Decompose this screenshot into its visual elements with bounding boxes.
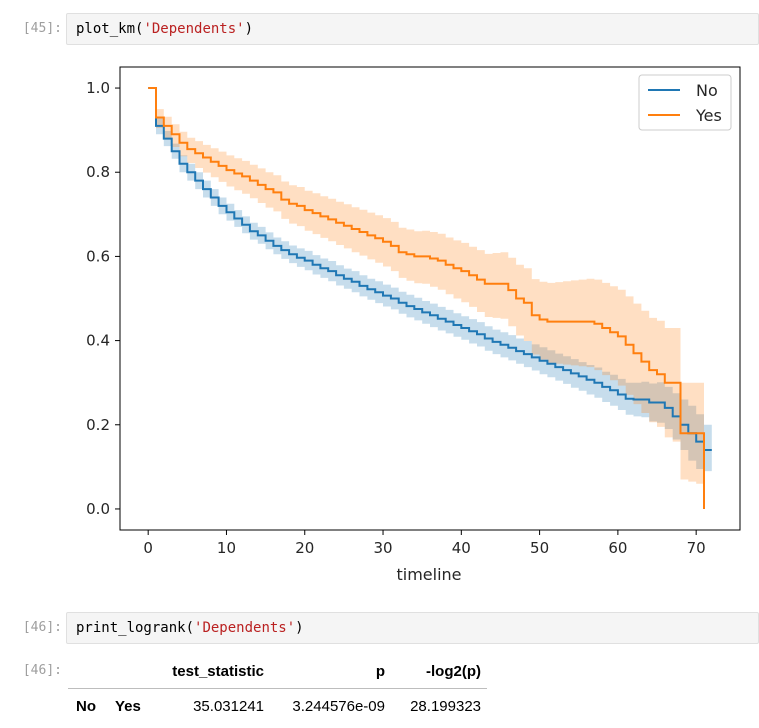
ci-band-yes bbox=[148, 88, 704, 509]
plot-frame bbox=[119, 66, 741, 531]
code-string-arg: 'Dependents' bbox=[194, 620, 296, 636]
x-tick-label: 40 bbox=[452, 539, 471, 557]
table-header-row: test_statistic p -log2(p) bbox=[68, 654, 487, 689]
x-tick-label: 20 bbox=[295, 539, 314, 557]
code-cell-46[interactable]: print_logrank('Dependents') bbox=[66, 612, 759, 644]
code-func: print_logrank bbox=[76, 620, 186, 636]
survival-line-no bbox=[148, 87, 712, 451]
cell-45-prompt: [45]: bbox=[22, 21, 62, 36]
legend-label-yes: Yes bbox=[695, 106, 722, 125]
cell-p: 3.244576e-09 bbox=[292, 697, 385, 715]
cell-neg-log2-p: 28.199323 bbox=[410, 697, 481, 715]
code-cell-45[interactable]: plot_km('Dependents') bbox=[66, 13, 759, 45]
y-tick-label: 0.8 bbox=[86, 163, 110, 181]
output-46-prompt: [46]: bbox=[22, 663, 62, 678]
y-tick-label: 0.6 bbox=[86, 247, 110, 265]
logrank-table: test_statistic p -log2(p) No Yes 35.0312… bbox=[68, 654, 487, 723]
col-header-test-statistic: test_statistic bbox=[167, 654, 264, 689]
col-header-neg-log2-p: -log2(p) bbox=[385, 654, 487, 689]
code-func: plot_km bbox=[76, 21, 136, 37]
legend: No Yes bbox=[638, 74, 732, 131]
x-tick-label: 50 bbox=[530, 539, 549, 557]
km-plot: 0 10 20 30 40 50 60 70 0.0 0.2 0.4 0.6 0.8 1.0 timel… bbox=[86, 66, 741, 584]
row-index-0: No bbox=[76, 697, 96, 715]
y-tick-label: 1.0 bbox=[86, 79, 110, 97]
cell-test-statistic: 35.031241 bbox=[193, 697, 264, 715]
ci-band-no bbox=[148, 88, 712, 472]
y-tick-label: 0.0 bbox=[86, 500, 110, 518]
x-tick-label: 30 bbox=[373, 539, 392, 557]
survival-line-yes bbox=[148, 87, 705, 509]
legend-label-no: No bbox=[696, 81, 718, 100]
col-header-p: p bbox=[264, 654, 385, 689]
x-tick-label: 0 bbox=[143, 539, 153, 557]
cell-46-prompt: [46]: bbox=[22, 620, 62, 635]
x-tick-label: 60 bbox=[608, 539, 627, 557]
y-tick-label: 0.4 bbox=[86, 332, 110, 350]
x-tick-label: 70 bbox=[687, 539, 706, 557]
x-axis-label: timeline bbox=[396, 565, 461, 584]
code-string-arg: 'Dependents' bbox=[143, 21, 245, 37]
x-tick-label: 10 bbox=[217, 539, 236, 557]
y-tick-label: 0.2 bbox=[86, 416, 110, 434]
table-row: No Yes 35.031241 3.244576e-09 28.199323 bbox=[68, 689, 487, 724]
legend-box bbox=[638, 74, 732, 131]
row-index-1: Yes bbox=[115, 697, 141, 715]
